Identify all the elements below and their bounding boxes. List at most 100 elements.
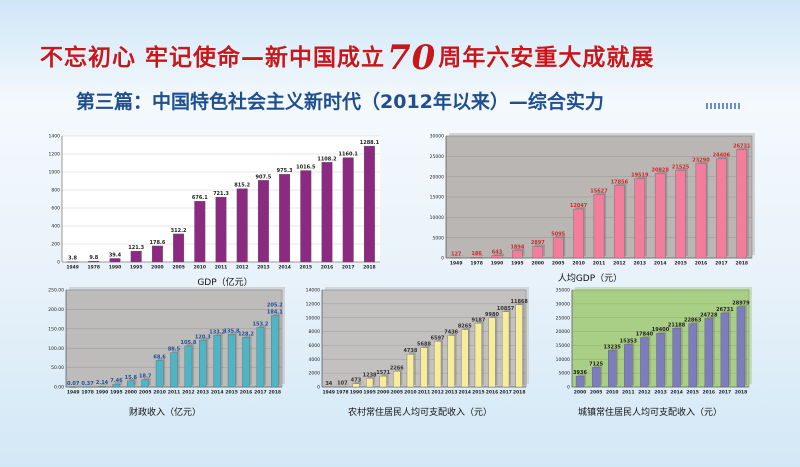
gdp_per_capita-bar <box>450 257 462 259</box>
gdp-ytick-label: 200 <box>51 242 60 248</box>
rural_income-xtick-label: 1990 <box>350 390 363 396</box>
fiscal_revenue-bar <box>127 380 135 388</box>
urban_income-bar-value-label: 19400 <box>652 327 670 333</box>
title-right-text: 周年六安重大成就展 <box>438 45 655 71</box>
gdp-bar <box>321 162 333 263</box>
fiscal_revenue-bar-shadow <box>100 384 108 385</box>
gdp-bar <box>67 261 79 263</box>
gdp-bar-value-label: 907.5 <box>255 174 271 180</box>
fiscal_revenue-xtick-label: 2005 <box>139 390 152 396</box>
fiscal_revenue-bar <box>83 386 92 388</box>
gdp-bar-value-label: 1016.5 <box>296 165 316 171</box>
gdp-ytick-label: 1000 <box>49 170 61 176</box>
gdp_per_capita-bar-shadow <box>453 255 464 256</box>
urban_income-bar <box>688 323 697 388</box>
seventy-anniversary-logo: 70 <box>387 38 437 78</box>
urban_income-xtick-label: 2013 <box>654 390 667 396</box>
urban_income-ytick-label: 25000 <box>556 315 570 321</box>
fiscal_revenue-bar <box>98 386 106 388</box>
rural_income-ytick-label: 2000 <box>309 371 321 377</box>
urban_income-xtick-label: 2000 <box>574 390 587 396</box>
rural_income-bar <box>502 311 510 388</box>
urban_income-bar <box>575 375 585 388</box>
urban_income-bar <box>608 350 617 388</box>
section-subtitle: 第三篇：中国特色社会主义新时代（2012年以来）—综合实力 <box>76 91 604 113</box>
rural_income-xtick-label: 2005 <box>391 390 404 396</box>
rural_income-xtick-label: 2012 <box>431 390 444 396</box>
gdp_per_capita-bar <box>552 237 564 259</box>
gdp_per_capita-xtick-label: 2016 <box>695 261 708 267</box>
gdp-ytick-label: 600 <box>51 206 60 212</box>
main-title: 不忘初心 牢记使命—新中国成立70周年六安重大成就展 <box>40 38 654 78</box>
gdp_per_capita-svg: 0 5000 10000 15000 20000 25000 30000 127 1949 186… <box>430 133 755 267</box>
rural_income-bar-value-label: 34 <box>325 381 332 387</box>
fiscal_revenue-bar-value-label: 18.7 <box>139 374 152 380</box>
rural_income-ytick-label: 14000 <box>306 288 320 294</box>
rural_income-ytick-label: 6000 <box>309 343 321 349</box>
urban_income-xtick-label: 2017 <box>719 390 732 396</box>
urban_income-ytick-label: 35000 <box>556 288 570 294</box>
rural_income-bar-value-label: 9187 <box>471 317 485 323</box>
rural_income-xtick-label: 1978 <box>336 390 349 396</box>
gdp_per_capita-xtick-label: 1978 <box>470 261 483 267</box>
rural_income-ytick-label: 4000 <box>309 357 321 363</box>
gdp_per_capita-xtick-label: 2005 <box>552 261 565 267</box>
gdp-bar <box>194 201 206 263</box>
fiscal_revenue-bar-value-label: 68.6 <box>153 354 166 360</box>
rural_income-bar <box>352 383 360 388</box>
fiscal_revenue-bar <box>199 340 207 388</box>
rural_income-svg: 0200040006000800010000120001400034194910… <box>306 287 529 396</box>
rural_income-bar-value-label: 1571 <box>376 370 390 376</box>
rural_income-bar <box>366 378 374 388</box>
rural_income-bar <box>420 347 428 388</box>
rural_income-xtick-label: 2018 <box>513 390 526 396</box>
rural_income-xtick-label: 2013 <box>445 390 458 396</box>
chart-urban-income: 0 5000 10000 15000 20000 25000 30000 35000 3936 2… <box>550 285 755 403</box>
gdp-bar <box>279 174 291 263</box>
gdp_per_capita-xtick-label: 2011 <box>593 261 606 267</box>
gdp_per_capita-bar <box>736 149 748 259</box>
fiscal_revenue-bar <box>213 335 221 388</box>
fiscal_revenue-bar-value-label: 184.1 <box>267 310 283 316</box>
fiscal_revenue-xtick-label: 2015 <box>225 390 238 396</box>
gdp_per_capita-bar <box>716 158 727 259</box>
rural_income-bar-value-label: 7436 <box>444 329 458 335</box>
gdp-bar <box>130 250 142 263</box>
gdp_per_capita-xtick-label: 2014 <box>654 261 667 267</box>
gdp-bar-value-label: 721.3 <box>213 191 229 197</box>
gdp-bar <box>342 157 354 263</box>
rural_income-bar <box>434 341 442 388</box>
gdp-ytick-label: 0 <box>57 260 60 266</box>
fiscal_revenue-bar-shadow <box>114 382 122 385</box>
gdp_per_capita-xtick-label: 2013 <box>634 261 647 267</box>
rural_income-xtick-label: 2015 <box>472 390 485 396</box>
urban_income-xtick-label: 2010 <box>606 390 619 396</box>
gdp-xtick-label: 2015 <box>300 265 313 271</box>
gdp_per_capita-xtick-label: 2017 <box>715 261 728 267</box>
fiscal_revenue-bar-value-label: 0.37 <box>81 381 94 387</box>
gdp_per_capita-bar <box>471 257 482 259</box>
rural_income-bar <box>406 354 414 388</box>
gdp-xtick-label: 2012 <box>236 265 249 271</box>
rural_income-ytick-label: 0 <box>317 385 320 391</box>
rural_income-bar <box>515 304 523 388</box>
gdp_per_capita-xtick-label: 1995 <box>511 261 524 267</box>
fiscal_revenue-xtick-label: 1978 <box>81 390 94 396</box>
fiscal_revenue-xtick-label: 1995 <box>110 390 123 396</box>
rural_income-bar-value-label: 4738 <box>403 348 417 354</box>
fiscal_revenue-bar-value-label: 7.46 <box>110 378 123 384</box>
fiscal_revenue-bar <box>184 345 193 388</box>
chart-rural-income: 0 2000 4000 6000 8000 10000 12000 14000 34 1949 10… <box>300 285 532 403</box>
urban_income-ytick-label: 15000 <box>556 343 570 349</box>
rural_income-bar-value-label: 6597 <box>431 335 445 341</box>
urban_income-xtick-label: 2018 <box>735 390 748 396</box>
fiscal_revenue-xtick-label: 1949 <box>67 390 80 396</box>
urban_income-bar <box>704 318 713 388</box>
gdp_per_capita-bar <box>532 246 544 259</box>
gdp-xtick-label: 2013 <box>257 265 270 271</box>
gdp-ytick-label: 400 <box>51 224 60 230</box>
fiscal_revenue-bar-value-label: 120.3 <box>195 334 211 340</box>
fiscal_revenue-ytick-label: 200.00 <box>48 307 64 313</box>
fiscal_revenue-ytick-label: 100.00 <box>48 346 64 352</box>
gdp_per_capita-bar <box>491 255 503 259</box>
